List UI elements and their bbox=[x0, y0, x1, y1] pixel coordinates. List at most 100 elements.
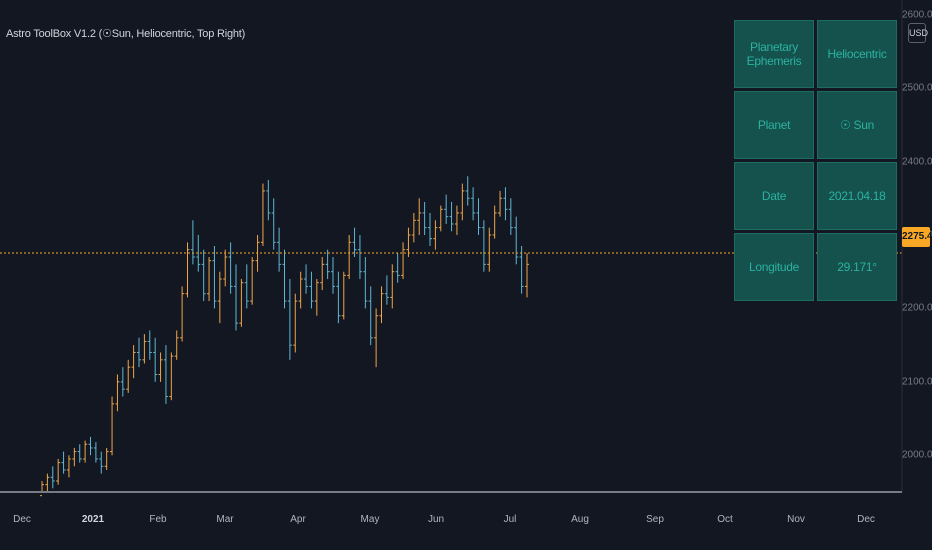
ephemeris-header-label: Planetary Ephemeris bbox=[734, 20, 814, 88]
ohlc-bar bbox=[492, 205, 497, 239]
ohlc-bar bbox=[282, 249, 287, 309]
ohlc-bar bbox=[519, 246, 524, 294]
ohlc-bar bbox=[45, 473, 50, 492]
ohlc-bar bbox=[93, 442, 98, 463]
ohlc-bar bbox=[487, 227, 492, 272]
currency-badge[interactable]: USD bbox=[908, 23, 928, 43]
ohlc-bar bbox=[163, 345, 168, 404]
ohlc-bar bbox=[508, 198, 513, 235]
ohlc-bar bbox=[234, 264, 238, 331]
time-tick-label: Sep bbox=[646, 514, 664, 525]
ohlc-bar bbox=[395, 253, 400, 283]
ohlc-bar bbox=[390, 264, 395, 309]
ohlc-bar bbox=[325, 249, 330, 280]
ohlc-bar bbox=[185, 242, 190, 298]
ohlc-bars bbox=[40, 176, 529, 497]
ohlc-bar bbox=[66, 455, 71, 478]
ohlc-bar bbox=[384, 275, 389, 305]
ohlc-bar bbox=[498, 190, 503, 217]
ohlc-bar bbox=[40, 480, 44, 497]
ohlc-bar bbox=[196, 234, 201, 272]
ohlc-bar bbox=[56, 458, 61, 485]
ohlc-bar bbox=[201, 249, 206, 302]
ohlc-bar bbox=[428, 212, 432, 246]
indicator-title[interactable]: Astro ToolBox V1.2 (☉Sun, Heliocentric, … bbox=[6, 28, 246, 40]
ohlc-bar bbox=[336, 271, 341, 324]
time-tick-label: Aug bbox=[571, 514, 589, 525]
ohlc-bar bbox=[126, 359, 131, 393]
ohlc-bar bbox=[212, 246, 217, 309]
ohlc-bar bbox=[61, 451, 66, 474]
ohlc-bar bbox=[174, 330, 179, 360]
longitude-label: Longitude bbox=[734, 233, 814, 301]
ohlc-bar bbox=[314, 279, 319, 316]
price-tick-label: 2600.0 bbox=[902, 9, 932, 21]
time-tick-label: Apr bbox=[290, 514, 306, 525]
ohlc-bar bbox=[465, 176, 470, 206]
ohlc-bar bbox=[514, 216, 519, 265]
ohlc-bar bbox=[449, 201, 454, 232]
ohlc-bar bbox=[309, 271, 314, 309]
price-tick-label: 2200.0 bbox=[902, 302, 932, 314]
time-tick-label: May bbox=[360, 514, 380, 525]
ohlc-bar bbox=[438, 205, 443, 232]
time-tick-label: Dec bbox=[13, 514, 31, 525]
ohlc-bar bbox=[401, 242, 406, 280]
ohlc-bar bbox=[433, 220, 438, 250]
ohlc-bar bbox=[417, 198, 422, 235]
ohlc-bar bbox=[115, 374, 120, 412]
ohlc-bar bbox=[481, 220, 486, 272]
ephemeris-header-value: Heliocentric bbox=[817, 20, 897, 88]
ohlc-bar bbox=[363, 257, 368, 309]
price-tick-label: 2100.0 bbox=[902, 376, 932, 388]
price-tick-label: 2000.0 bbox=[902, 449, 932, 461]
date-label: Date bbox=[734, 162, 814, 230]
ohlc-bar bbox=[379, 286, 384, 324]
ohlc-bar bbox=[83, 440, 88, 463]
time-tick-label: Dec bbox=[857, 514, 875, 525]
ohlc-bar bbox=[266, 179, 271, 221]
time-tick-label: Feb bbox=[149, 514, 167, 525]
ohlc-bar bbox=[147, 330, 152, 360]
ohlc-bar bbox=[260, 183, 265, 246]
ohlc-bar bbox=[331, 257, 335, 294]
ohlc-bar bbox=[347, 234, 352, 280]
ohlc-bar bbox=[137, 337, 141, 368]
ohlc-bar bbox=[287, 279, 292, 360]
current-price-label: 2275.4 bbox=[902, 227, 932, 247]
ohlc-bar bbox=[503, 187, 508, 221]
date-value: 2021.04.18 bbox=[817, 162, 897, 230]
ohlc-bar bbox=[460, 183, 465, 221]
ohlc-bar bbox=[110, 396, 115, 456]
ohlc-bar bbox=[72, 447, 77, 467]
ohlc-bar bbox=[320, 257, 325, 291]
ohlc-bar bbox=[454, 205, 459, 235]
ohlc-bar bbox=[271, 198, 276, 250]
ohlc-bar bbox=[88, 436, 93, 456]
ohlc-bar bbox=[357, 234, 362, 280]
planet-value: ☉ Sun bbox=[817, 91, 897, 159]
ohlc-bar bbox=[525, 253, 529, 298]
ohlc-bar bbox=[476, 198, 481, 235]
ohlc-bar bbox=[293, 293, 298, 353]
ohlc-bar bbox=[422, 201, 427, 235]
ohlc-bar bbox=[304, 264, 309, 294]
price-tick-label: 2500.0 bbox=[902, 82, 932, 94]
time-tick-label: 2021 bbox=[81, 514, 105, 525]
ohlc-bar bbox=[142, 334, 147, 364]
ohlc-bar bbox=[50, 466, 55, 489]
ohlc-bar bbox=[180, 286, 185, 342]
ohlc-bar bbox=[77, 444, 82, 463]
ohlc-bar bbox=[223, 249, 228, 287]
ohlc-bar bbox=[207, 257, 212, 302]
time-tick-label: Nov bbox=[787, 514, 805, 525]
ohlc-bar bbox=[277, 227, 282, 272]
time-tick-label: Jul bbox=[503, 514, 517, 525]
ohlc-bar bbox=[153, 337, 158, 382]
ohlc-bar bbox=[217, 271, 222, 324]
ohlc-bar bbox=[239, 279, 244, 327]
ohlc-bar bbox=[411, 212, 416, 243]
ohlc-bar bbox=[374, 308, 379, 368]
ohlc-bar bbox=[298, 271, 303, 309]
ohlc-bar bbox=[158, 352, 163, 382]
